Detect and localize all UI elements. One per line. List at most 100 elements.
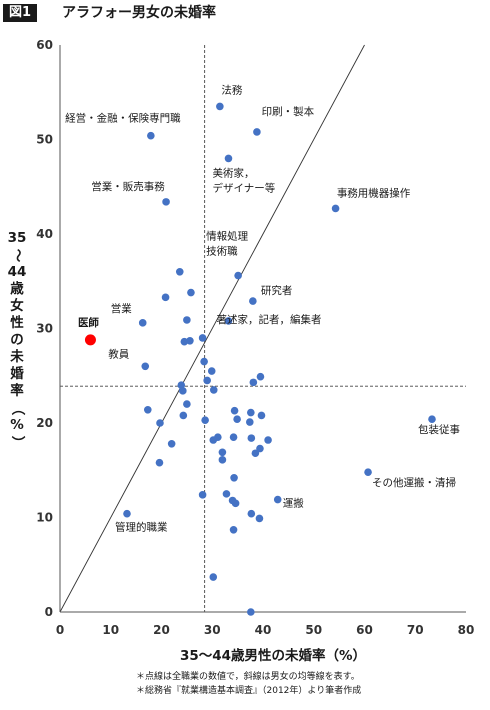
x-tick-label: 20	[153, 623, 170, 637]
footnote-1: ＊点線は全職業の数値で，斜線は男女の均等線を表す。	[136, 672, 360, 682]
data-point	[167, 439, 176, 448]
point-label: 運搬	[283, 497, 304, 510]
data-point	[234, 271, 242, 280]
point-label: 著述家，記者，編集者	[216, 313, 321, 326]
x-tick-label: 40	[255, 623, 272, 637]
point-label: 包装従事	[418, 423, 460, 436]
point-label: 営業・販売事務	[91, 180, 165, 193]
data-point	[230, 406, 239, 415]
data-point	[230, 474, 238, 482]
data-point	[138, 319, 147, 327]
data-point	[222, 490, 231, 498]
x-axis-label: 35〜44歳男性の未婚率（%）	[180, 647, 366, 664]
point-label: 研究者	[261, 284, 293, 297]
data-point	[224, 154, 233, 163]
y-tick-label: 50	[36, 133, 53, 147]
figure-header: 図1 アラフォー男女の未婚率	[0, 0, 490, 24]
y-tick-label: 0	[45, 605, 53, 619]
y-axis-label-wrap: 35 〜 44 歳女性の未婚率（%）	[0, 230, 34, 451]
data-point	[216, 102, 224, 111]
data-point	[207, 367, 216, 375]
data-point	[247, 434, 256, 442]
data-points	[84, 102, 436, 616]
data-point	[255, 514, 264, 523]
y-tick-label: 40	[36, 227, 53, 241]
point-label: 管理的職業	[115, 521, 168, 534]
data-point	[203, 376, 211, 385]
data-point	[231, 499, 240, 508]
data-point	[141, 362, 150, 371]
data-point	[273, 495, 282, 504]
point-label: 事務用機器操作	[337, 186, 411, 199]
x-tick-label: 50	[305, 623, 322, 637]
data-point	[264, 436, 272, 444]
data-point	[179, 387, 187, 395]
point-label: その他運搬・清掃	[372, 476, 456, 489]
data-point	[187, 288, 195, 297]
point-label: 営業	[111, 302, 132, 315]
figure-number-badge: 図1	[3, 4, 38, 22]
data-point	[428, 415, 436, 424]
y-tick-label: 30	[36, 322, 53, 336]
data-point	[175, 268, 184, 276]
point-label: 情報処理技術職	[206, 230, 248, 258]
x-tick-label: 70	[407, 623, 424, 637]
data-point	[209, 386, 218, 394]
x-tick-label: 30	[204, 623, 221, 637]
data-point	[198, 334, 207, 342]
x-tick-label: 80	[458, 623, 475, 637]
data-point	[257, 411, 266, 420]
point-label: 経営・金融・保険専門職	[65, 112, 181, 125]
data-point	[256, 444, 264, 453]
data-point	[246, 418, 254, 426]
data-point	[253, 128, 261, 136]
data-point	[180, 337, 189, 346]
highlight-point	[84, 334, 96, 346]
data-point	[209, 573, 218, 581]
axes	[59, 45, 466, 613]
y-tick-label: 60	[36, 38, 53, 52]
figure-title: アラフォー男女の未婚率	[62, 5, 216, 21]
data-point	[123, 509, 131, 518]
x-tick-label: 60	[356, 623, 373, 637]
data-point	[186, 336, 194, 345]
data-point	[201, 416, 209, 424]
data-point	[200, 357, 208, 366]
footnote-2: ＊総務省『就業構造基本調査』（2012年）より筆者作成	[136, 686, 362, 696]
data-point	[247, 408, 255, 417]
data-point	[233, 415, 241, 424]
x-tick-label: 0	[56, 623, 64, 637]
y-tick-label: 10	[36, 511, 53, 525]
data-point	[364, 468, 372, 476]
data-point	[162, 198, 170, 206]
data-point	[198, 491, 207, 499]
data-point	[229, 525, 238, 534]
point-label: 印刷・製本	[262, 105, 315, 118]
data-point	[247, 509, 256, 518]
data-point	[256, 372, 265, 381]
data-point	[161, 293, 170, 302]
data-point	[249, 297, 257, 305]
data-point	[224, 317, 233, 325]
point-label: 法務	[221, 83, 242, 96]
highlight-point-label: 医師	[78, 316, 99, 329]
scatter-chart: 0 10 20 30 40 50 60 70 80 0 10 20 30 40 50 60 医師 法務印刷・製本…	[36, 38, 475, 664]
data-point	[218, 448, 227, 457]
data-point	[214, 433, 222, 441]
data-point	[179, 411, 188, 420]
point-label: 美術家，デザイナー等	[212, 166, 275, 194]
data-point	[249, 378, 258, 387]
data-point	[156, 419, 164, 427]
data-point	[183, 316, 191, 324]
equality-diagonal-line	[59, 44, 365, 613]
data-point	[247, 608, 255, 616]
data-point	[251, 449, 260, 458]
data-point	[155, 458, 164, 467]
data-point	[147, 131, 155, 140]
reference-lines	[59, 44, 466, 613]
x-tick-label: 10	[102, 623, 119, 637]
y-tick-label: 20	[36, 416, 53, 430]
point-label: 教員	[108, 347, 129, 360]
y-axis-label: 35 〜 44 歳女性の未婚率（%）	[7, 230, 27, 450]
